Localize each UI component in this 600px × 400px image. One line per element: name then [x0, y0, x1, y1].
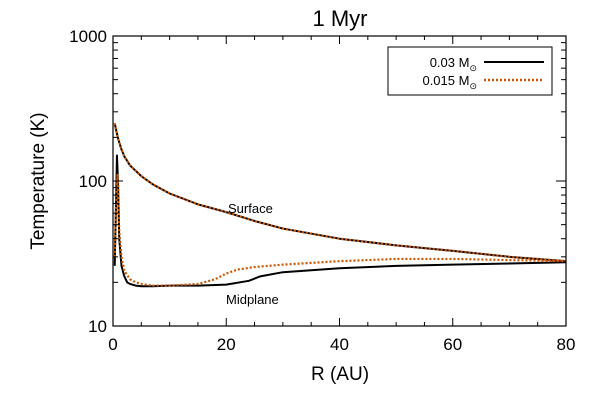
chart-title: 1 Myr [313, 6, 368, 31]
y-tick-label: 100 [79, 172, 107, 191]
x-tick-label: 0 [108, 335, 117, 354]
annotation-surface: Surface [228, 201, 273, 216]
x-tick-label: 20 [217, 335, 236, 354]
series-line-1 [113, 123, 567, 263]
legend: 0.03 M⊙ 0.015 M⊙ [387, 46, 553, 96]
series-line-2 [113, 154, 567, 288]
series-line-0 [113, 123, 567, 263]
legend-label-0.015: 0.015 M⊙ [422, 73, 477, 91]
x-tick-label: 40 [330, 335, 349, 354]
annotation-midplane: Midplane [226, 292, 279, 307]
x-tick-label: 60 [443, 335, 462, 354]
legend-label-0.03: 0.03 M⊙ [430, 55, 477, 73]
y-tick-label: 1000 [69, 27, 107, 46]
plot-area [113, 123, 567, 288]
x-tick-label: 80 [557, 335, 576, 354]
y-axis-label: Temperature (K) [28, 112, 49, 249]
x-axis-label: R (AU) [311, 364, 369, 385]
axis-ticks: 0 20 40 60 80 10 100 1000 [69, 27, 575, 354]
y-tick-label: 10 [88, 317, 107, 336]
plot-frame [112, 35, 567, 327]
legend-box [387, 46, 553, 96]
